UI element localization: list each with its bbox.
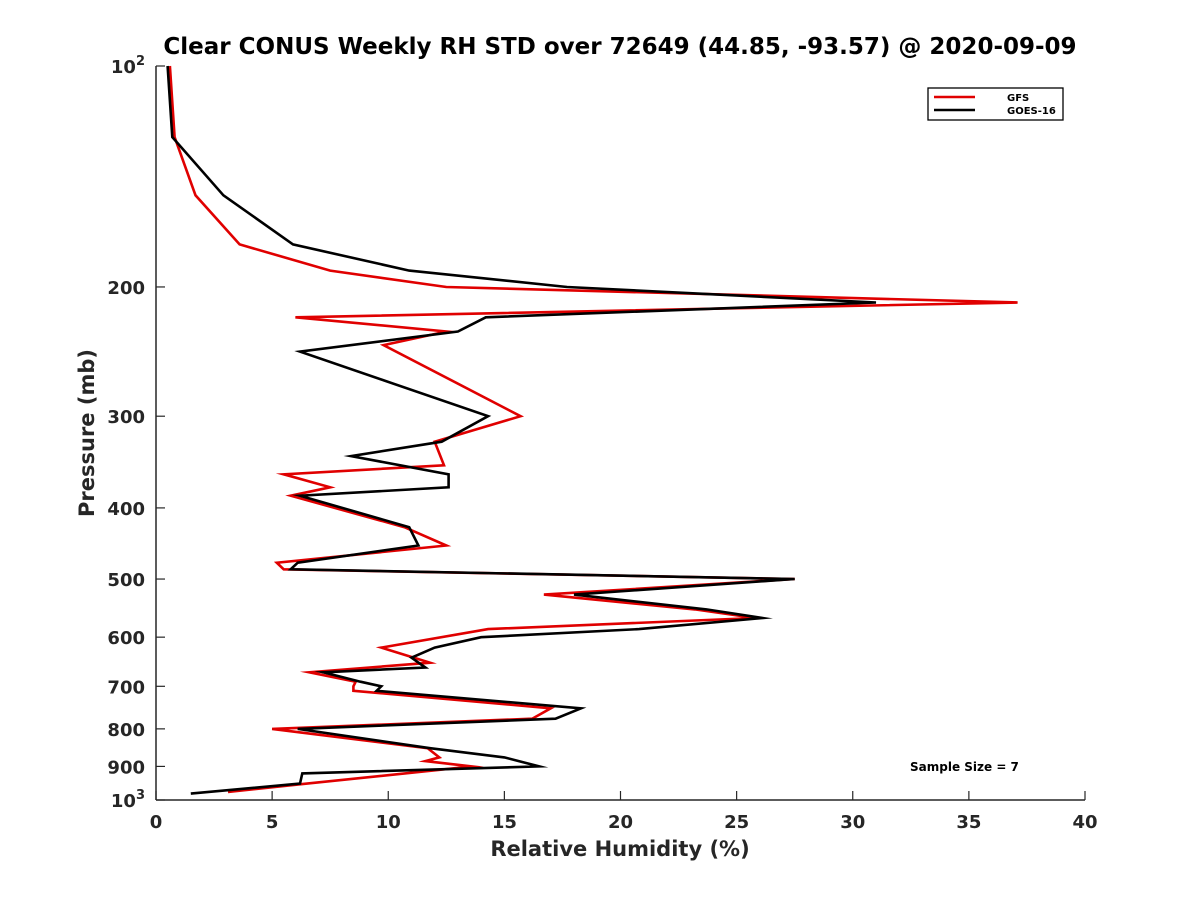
series-line-goes16 [166,65,877,795]
plot-area: 0 5 10 15 20 25 30 35 40 102 200 300 400 500 600 700 80… [107,54,1097,833]
y-tick-label: 900 [107,757,145,778]
x-tick-label: 20 [608,812,633,833]
x-tick-label: 10 [376,812,401,833]
x-tick-label: 0 [150,812,163,833]
x-tick-label: 5 [266,812,279,833]
x-tick-label: 15 [492,812,517,833]
x-tick-label: 25 [724,812,749,833]
y-tick-label: 400 [107,499,145,520]
legend-label-goes16: GOES-16 [1007,106,1056,117]
y-tick-label: 500 [107,570,145,591]
y-ticks: 102 200 300 400 500 600 700 800 900 103 [107,54,165,812]
y-tick-label: 600 [107,628,145,649]
series-layer [166,65,1018,795]
y-tick-label: 300 [107,407,145,428]
chart-title: Clear CONUS Weekly RH STD over 72649 (44… [163,34,1076,60]
y-tick-label: 102 [111,54,145,78]
y-tick-label: 700 [107,677,145,698]
x-ticks: 0 5 10 15 20 25 30 35 40 [150,791,1098,833]
y-tick-label: 200 [107,278,145,299]
sample-size-annotation: Sample Size = 7 [910,760,1019,774]
x-tick-label: 35 [956,812,981,833]
x-tick-label: 40 [1072,812,1097,833]
y-tick-label: 800 [107,720,145,741]
y-axis-label: Pressure (mb) [75,349,99,517]
x-axis-label: Relative Humidity (%) [490,837,749,861]
series-line-gfs [168,65,1018,794]
y-tick-label: 103 [111,788,145,812]
legend: GFS GOES-16 [927,87,1064,121]
legend-box [927,87,1064,121]
legend-label-gfs: GFS [1007,93,1029,104]
x-tick-label: 30 [840,812,865,833]
